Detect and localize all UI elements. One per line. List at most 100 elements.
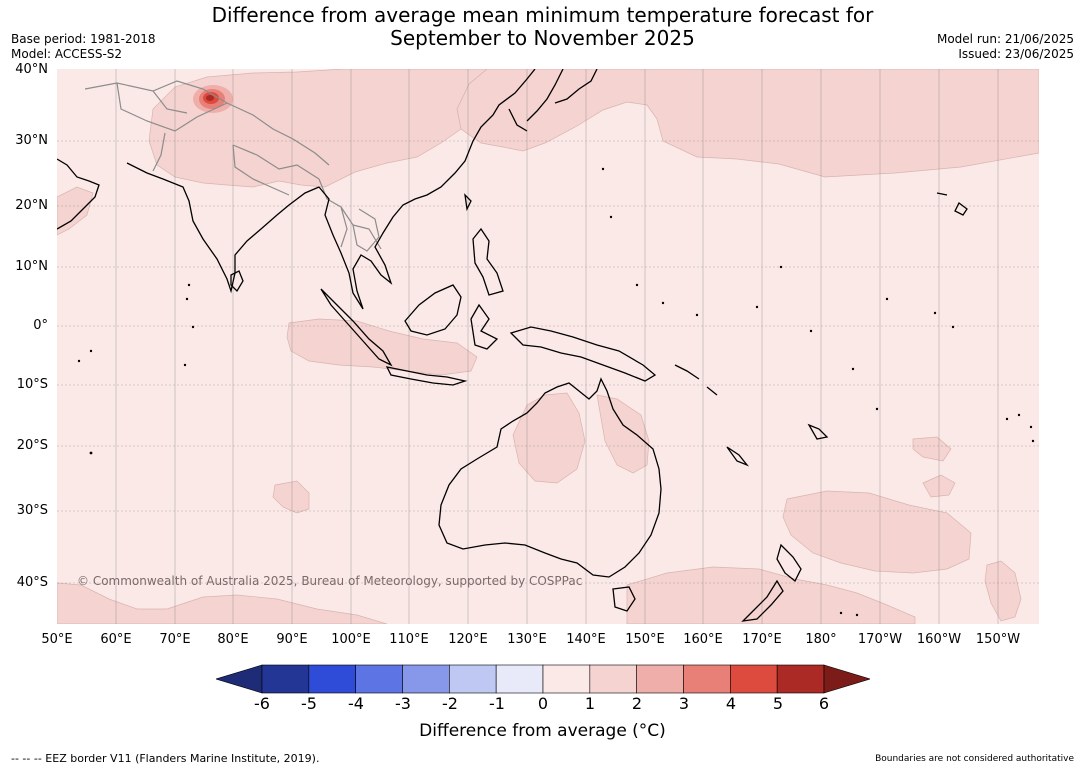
island-dot — [187, 283, 191, 287]
coast-arabia — [57, 158, 100, 230]
island-dot — [839, 611, 843, 615]
island-dot — [1017, 413, 1021, 417]
lat-label-40s: 40°S — [16, 575, 48, 590]
anomaly-region-arabia — [57, 186, 94, 236]
colorbar-tick: 0 — [537, 694, 549, 713]
island-dot — [809, 329, 813, 333]
anomaly-region-south-east — [984, 560, 1022, 622]
anomaly-region-western-australia — [512, 392, 586, 484]
island-dot — [185, 297, 189, 301]
island-dot — [89, 451, 93, 455]
colorbar-tick: 5 — [772, 694, 784, 713]
coast-korea-japan — [508, 69, 598, 132]
base-period-text: Base period: 1981-2018 — [11, 32, 156, 46]
lat-label-10n: 10°N — [15, 259, 48, 274]
island-dots — [77, 167, 1035, 617]
coast-new-zealand — [741, 543, 802, 622]
chart-title: Difference from average mean minimum tem… — [0, 4, 1085, 50]
anomaly-regions-1-2 — [57, 69, 1039, 624]
coast-java — [385, 366, 468, 386]
coast-fiji — [807, 423, 829, 440]
coast-australia — [438, 377, 662, 578]
colorbar-bin — [449, 664, 497, 694]
lon-label-170w: 170°W — [857, 632, 903, 647]
island-dot — [661, 301, 665, 305]
colorbar-bin — [542, 664, 591, 694]
lon-label-180: 180° — [805, 632, 837, 647]
island-dot — [951, 325, 955, 329]
colorbar-tick: -5 — [301, 694, 317, 713]
boundaries-disclaimer: Boundaries are not considered authoritat… — [875, 754, 1074, 764]
anomaly-region-fiji-small — [912, 436, 952, 462]
coast-sulawesi — [470, 303, 499, 350]
colorbar-under-triangle — [216, 664, 263, 694]
colorbar-tick: 3 — [678, 694, 690, 713]
coast-sumatra — [320, 288, 393, 367]
anomaly-region-queensland — [596, 394, 650, 474]
lon-label-130e: 130°E — [507, 632, 547, 647]
lon-label-150w: 150°W — [975, 632, 1021, 647]
coast-new-guinea — [509, 326, 657, 382]
coastlines — [57, 69, 968, 622]
colorbar-bin — [683, 664, 731, 694]
lon-label-120e: 120°E — [448, 632, 488, 647]
island-dot — [609, 215, 613, 219]
model-run-text: Model run: 21/06/2025 — [936, 32, 1074, 46]
anomaly-region-southern-ocean — [57, 582, 388, 624]
colorbar-tick: -6 — [254, 694, 270, 713]
colorbar-tick: 4 — [725, 694, 737, 713]
lon-label-150e: 150°E — [625, 632, 665, 647]
colorbar-tick: 6 — [818, 694, 830, 713]
island-dot — [851, 367, 855, 371]
colorbar-bin — [308, 664, 356, 694]
island-dot — [779, 265, 783, 269]
colorbar-bin — [355, 664, 403, 694]
coast-taiwan-philippines — [464, 193, 504, 296]
island-dot — [1005, 417, 1009, 421]
island-dot — [933, 311, 937, 315]
colorbar-tick: -2 — [442, 694, 458, 713]
anomaly-region-asia — [148, 69, 488, 188]
lat-label-30s: 30°S — [16, 503, 48, 518]
coast-tasmania — [612, 586, 636, 612]
coast-sri-lanka — [230, 270, 244, 293]
coast-solomons — [674, 364, 718, 396]
lat-label-40n: 40°N — [15, 62, 48, 77]
colorbar-over-triangle — [823, 664, 870, 694]
hotspot-core — [206, 95, 214, 101]
lat-label-10s: 10°S — [16, 377, 48, 392]
coast-new-caledonia — [726, 446, 750, 467]
island-dot — [1029, 425, 1033, 429]
anomaly-hotspot — [193, 85, 233, 113]
lon-label-70e: 70°E — [159, 632, 191, 647]
lon-label-80e: 80°E — [217, 632, 249, 647]
island-dot — [885, 297, 889, 301]
lon-label-110e: 110°E — [389, 632, 429, 647]
island-dot — [191, 325, 195, 329]
colorbar-tick: 2 — [631, 694, 643, 713]
island-dot — [601, 167, 605, 171]
model-text: Model: ACCESS-S2 — [11, 47, 123, 61]
colorbar-bin — [402, 664, 450, 694]
island-dot — [1031, 439, 1035, 443]
colorbar-tick: -1 — [489, 694, 505, 713]
lat-label-20s: 20°S — [16, 438, 48, 453]
island-dot — [183, 363, 187, 367]
lat-label-20n: 20°N — [15, 198, 48, 213]
issued-text: Issued: 23/06/2025 — [958, 47, 1074, 61]
lon-label-60e: 60°E — [100, 632, 132, 647]
lon-label-50e: 50°E — [41, 632, 73, 647]
colorbar — [216, 664, 870, 694]
colorbar-tick: -3 — [395, 694, 411, 713]
lon-label-170e: 170°E — [742, 632, 782, 647]
island-dot — [755, 305, 759, 309]
island-dot — [635, 283, 639, 287]
graticule — [57, 69, 1039, 624]
island-dot — [695, 313, 699, 317]
coast-india — [126, 162, 320, 294]
copyright-text: © Commonwealth of Australia 2025, Bureau… — [77, 574, 582, 588]
colorbar-tick: 1 — [584, 694, 596, 713]
island-dot — [77, 359, 81, 363]
longitude-lines — [115, 69, 999, 624]
meta-left: Base period: 1981-2018 Model: ACCESS-S2 — [11, 32, 156, 62]
